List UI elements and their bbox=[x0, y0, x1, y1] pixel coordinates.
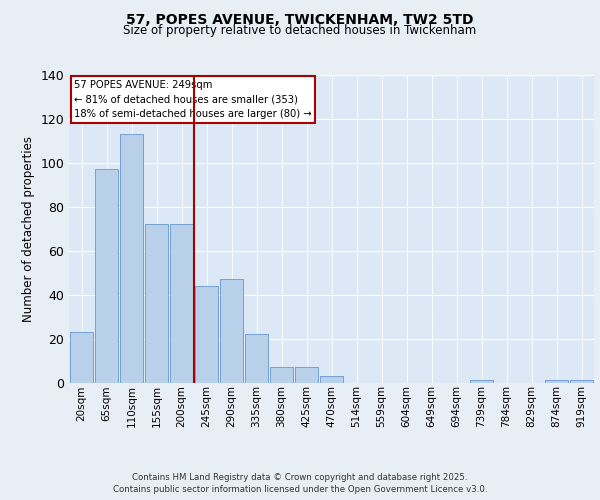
Bar bbox=[245, 334, 268, 382]
Bar bbox=[270, 367, 293, 382]
Y-axis label: Number of detached properties: Number of detached properties bbox=[22, 136, 35, 322]
Bar bbox=[70, 332, 93, 382]
Bar bbox=[145, 224, 168, 382]
Text: 57, POPES AVENUE, TWICKENHAM, TW2 5TD: 57, POPES AVENUE, TWICKENHAM, TW2 5TD bbox=[126, 12, 474, 26]
Text: 57 POPES AVENUE: 249sqm
← 81% of detached houses are smaller (353)
18% of semi-d: 57 POPES AVENUE: 249sqm ← 81% of detache… bbox=[74, 80, 312, 119]
Bar bbox=[195, 286, 218, 382]
Bar bbox=[220, 280, 243, 382]
Text: Contains HM Land Registry data © Crown copyright and database right 2025.
Contai: Contains HM Land Registry data © Crown c… bbox=[113, 472, 487, 494]
Bar bbox=[95, 170, 118, 382]
Bar bbox=[295, 367, 318, 382]
Bar bbox=[320, 376, 343, 382]
Bar bbox=[120, 134, 143, 382]
Bar bbox=[170, 224, 193, 382]
Bar bbox=[470, 380, 493, 382]
Text: Size of property relative to detached houses in Twickenham: Size of property relative to detached ho… bbox=[124, 24, 476, 37]
Bar bbox=[570, 380, 593, 382]
Bar bbox=[545, 380, 568, 382]
